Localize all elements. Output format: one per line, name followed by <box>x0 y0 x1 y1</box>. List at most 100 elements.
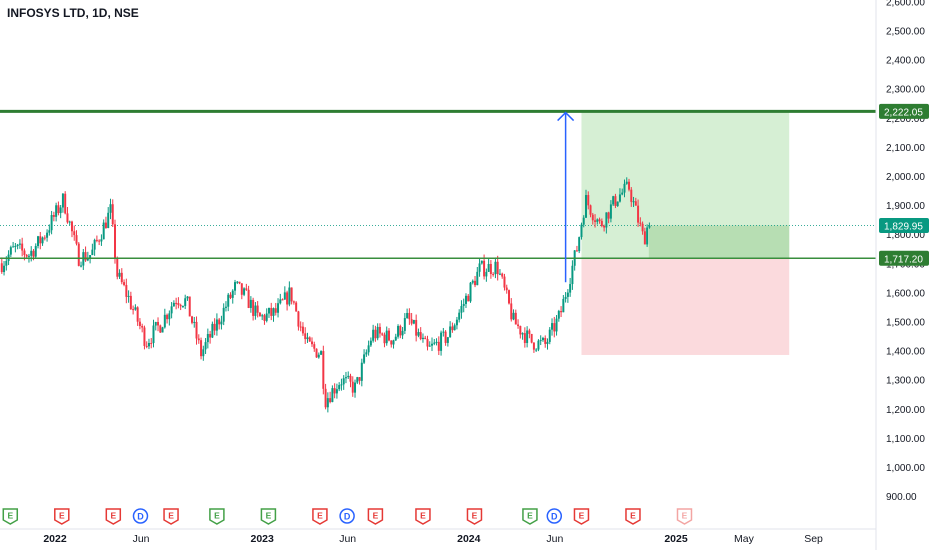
price-tick-label: 1,500.00 <box>886 318 925 329</box>
candle <box>161 326 164 333</box>
earnings-marker[interactable]: E <box>163 508 179 525</box>
candle <box>498 269 501 276</box>
candle <box>245 283 248 291</box>
candle <box>30 246 33 262</box>
candle <box>211 321 214 339</box>
candle <box>66 206 69 224</box>
loss-zone[interactable] <box>581 258 790 355</box>
candle <box>150 338 153 349</box>
candle <box>553 316 556 338</box>
earnings-marker[interactable]: E <box>312 508 328 525</box>
candle <box>195 316 198 345</box>
candle <box>181 305 184 308</box>
svg-text:E: E <box>527 511 533 521</box>
candle <box>111 199 114 228</box>
candle <box>548 327 551 345</box>
svg-text:E: E <box>579 511 585 521</box>
candle <box>415 314 418 342</box>
time-tick-label: Jun <box>546 533 563 545</box>
svg-text:E: E <box>59 511 65 521</box>
price-axis[interactable]: 900.00 1,000.00 1,100.00 1,200.00 1,300.00 1,… <box>875 0 929 550</box>
earnings-marker[interactable]: E <box>209 508 225 525</box>
candle <box>471 279 474 285</box>
earnings-marker[interactable]: E <box>625 508 641 525</box>
candle <box>426 335 429 351</box>
earnings-marker[interactable]: E <box>676 508 693 525</box>
candle <box>469 281 472 303</box>
candle <box>39 232 42 250</box>
candle <box>125 278 128 304</box>
candle <box>114 219 117 264</box>
candle <box>487 258 490 272</box>
candle <box>118 269 121 279</box>
svg-text:E: E <box>472 511 478 521</box>
candle <box>297 310 300 331</box>
candle <box>449 321 452 338</box>
candle <box>190 315 193 325</box>
dividend-marker[interactable]: D <box>132 508 149 524</box>
candle <box>596 218 599 225</box>
earnings-marker[interactable]: E <box>466 508 483 525</box>
candle <box>406 308 409 319</box>
earnings-marker[interactable]: E <box>54 508 70 525</box>
earnings-marker[interactable]: E <box>522 508 538 525</box>
svg-text:E: E <box>168 511 174 521</box>
candle <box>84 246 87 262</box>
measure-arrow[interactable] <box>557 111 575 283</box>
candle <box>634 197 637 206</box>
candle <box>311 337 314 347</box>
candle <box>587 191 590 210</box>
earnings-marker[interactable]: E <box>105 508 122 525</box>
candle <box>340 378 343 391</box>
earnings-marker[interactable]: E <box>367 508 384 525</box>
candle <box>335 383 338 399</box>
candle <box>424 335 427 340</box>
candle <box>286 290 289 311</box>
candle <box>109 198 112 220</box>
candle <box>614 193 617 209</box>
time-axis[interactable]: 2022 Jun 2023 Jun 2024 Jun 2025 May Sep <box>0 528 876 545</box>
candle <box>476 266 479 286</box>
candle <box>143 325 146 350</box>
price-tick-label: 2,400.00 <box>886 56 925 67</box>
candle <box>392 339 395 349</box>
candle <box>492 272 495 277</box>
candle <box>580 222 583 240</box>
candle <box>508 289 511 305</box>
svg-text:E: E <box>110 511 116 521</box>
candle <box>584 189 587 219</box>
dividend-marker[interactable]: D <box>339 508 355 524</box>
candle <box>157 317 160 332</box>
dividend-marker[interactable]: D <box>546 508 563 524</box>
candle <box>419 327 422 341</box>
candle <box>37 235 40 249</box>
candle <box>186 296 189 301</box>
candle <box>505 284 508 294</box>
candle <box>175 297 178 310</box>
candle <box>283 286 286 300</box>
candle <box>107 207 110 229</box>
candle <box>603 224 606 232</box>
candle <box>464 293 467 308</box>
svg-text:E: E <box>266 511 272 521</box>
time-tick-label: 2022 <box>43 533 67 545</box>
candle <box>75 230 78 246</box>
candle <box>480 260 483 265</box>
candle <box>188 296 191 317</box>
earnings-marker[interactable]: E <box>573 508 590 525</box>
candle <box>494 257 497 279</box>
earnings-marker[interactable]: E <box>415 508 431 525</box>
candle <box>573 250 576 271</box>
plot-area[interactable] <box>0 109 876 413</box>
candle <box>132 305 135 315</box>
svg-text:D: D <box>344 512 351 522</box>
candle <box>630 187 633 207</box>
candle <box>365 349 368 357</box>
candle <box>528 328 531 339</box>
candle <box>442 327 445 337</box>
earnings-marker[interactable]: E <box>2 508 19 525</box>
earnings-marker[interactable]: E <box>260 508 277 525</box>
candle <box>451 322 454 333</box>
